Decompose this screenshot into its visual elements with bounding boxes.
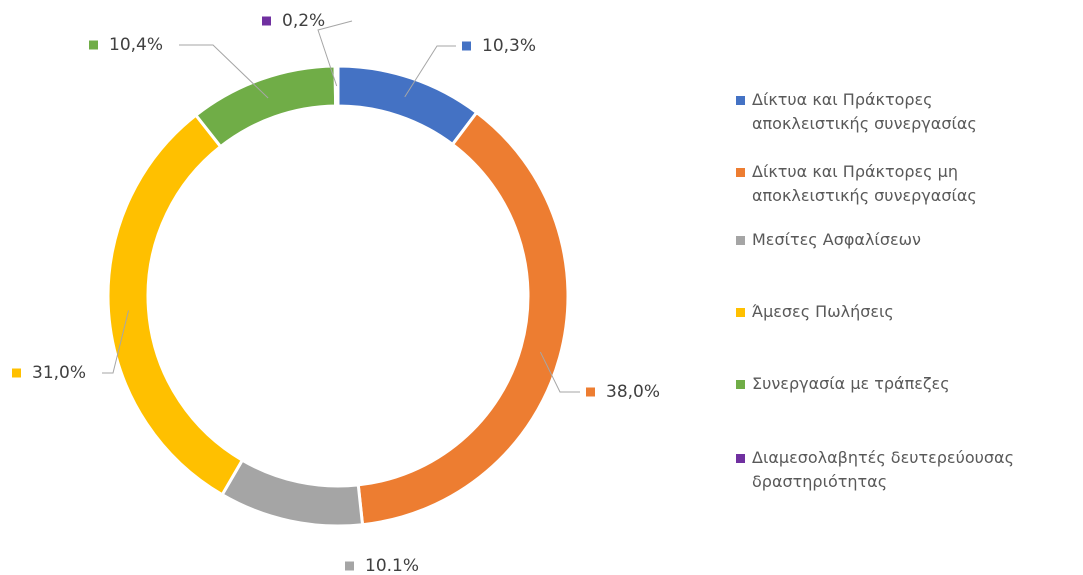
leader-line [102, 310, 129, 374]
legend-label: Μεσίτες Ασφαλίσεων [752, 230, 921, 249]
label-swatch [586, 387, 595, 397]
donut-segment [106, 113, 245, 497]
legend-swatch [736, 380, 745, 389]
legend-item: Διαμεσολαβητές δευτερεύουσας δραστηριότη… [736, 446, 1083, 494]
legend-label: Δίκτυα και Πράκτορες μη αποκλειστικής συ… [752, 162, 977, 205]
legend-item: Δίκτυα και Πράκτορες αποκλειστικής συνερ… [736, 88, 1022, 136]
legend-swatch [736, 96, 745, 105]
legend-swatch [736, 308, 745, 317]
data-label: 10,4% [109, 35, 163, 55]
donut-segment [193, 64, 338, 149]
leader-line [317, 20, 353, 87]
legend: Δίκτυα και Πράκτορες αποκλειστικής συνερ… [736, 88, 1081, 494]
data-label: 0,2% [282, 11, 325, 31]
label-swatch [12, 368, 21, 378]
legend-label: Συνεργασία με τράπεζες [752, 374, 950, 393]
data-label: 38,0% [606, 382, 660, 402]
legend-item: Μεσίτες Ασφαλίσεων [736, 228, 1022, 252]
leader-line [179, 44, 269, 99]
data-label: 10,3% [482, 36, 536, 56]
legend-item: Άμεσες Πωλήσεις [736, 300, 1022, 324]
legend-label: Δίκτυα και Πράκτορες αποκλειστικής συνερ… [752, 90, 977, 133]
label-swatch [345, 561, 354, 571]
label-swatch [89, 40, 98, 50]
legend-label: Διαμεσολαβητές δευτερεύουσας δραστηριότη… [752, 448, 1014, 491]
legend-swatch [736, 168, 745, 177]
data-label: 10.1% [365, 556, 419, 575]
donut-segment [356, 110, 570, 527]
label-swatch [262, 16, 271, 26]
label-swatch [462, 41, 471, 51]
legend-item: Δίκτυα και Πράκτορες μη αποκλειστικής συ… [736, 160, 1022, 208]
legend-label: Άμεσες Πωλήσεις [752, 302, 894, 321]
data-label: 31,0% [32, 363, 86, 383]
legend-item: Συνεργασία με τράπεζες [736, 372, 1022, 396]
leader-line [404, 45, 456, 98]
legend-swatch [736, 454, 745, 463]
legend-swatch [736, 236, 745, 245]
donut-segment [336, 64, 479, 147]
leader-line [539, 351, 580, 393]
donut-segment [220, 458, 365, 528]
